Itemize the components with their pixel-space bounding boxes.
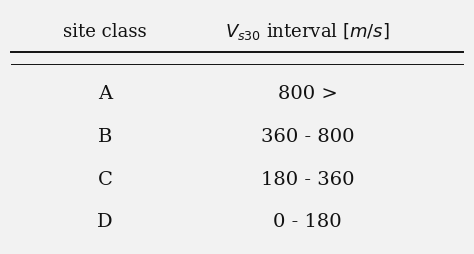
Text: $V_{s30}$ interval $[m/s]$: $V_{s30}$ interval $[m/s]$ (225, 21, 390, 42)
Text: 0 - 180: 0 - 180 (273, 213, 342, 231)
Text: 180 - 360: 180 - 360 (261, 171, 355, 189)
Text: B: B (98, 128, 112, 146)
Text: D: D (97, 213, 113, 231)
Text: A: A (98, 85, 112, 103)
Text: C: C (98, 171, 112, 189)
Text: 800 >: 800 > (278, 85, 337, 103)
Text: site class: site class (63, 23, 147, 41)
Text: 360 - 800: 360 - 800 (261, 128, 355, 146)
